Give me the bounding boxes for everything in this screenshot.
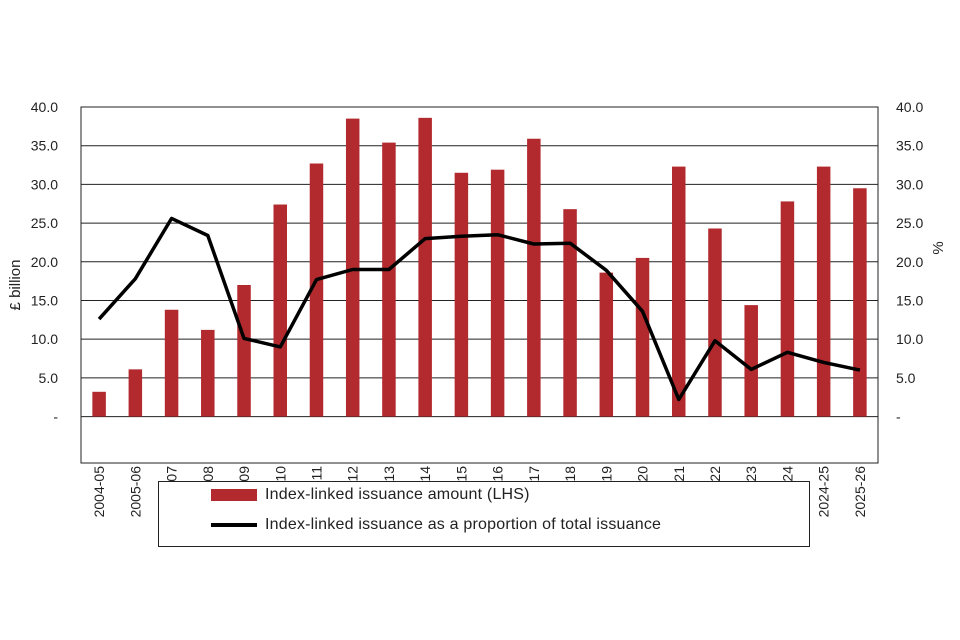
y-left-tick-label: 5.0 [39,370,59,386]
legend: Index-linked issuance amount (LHS) Index… [158,481,810,547]
bar [563,209,577,417]
bar [309,163,324,417]
y-left-tick-label: 25.0 [31,215,58,231]
bar [635,257,650,417]
series-line [97,216,861,402]
y-right-tick-label: - [896,409,901,425]
y-right-tick-label: 5.0 [896,370,916,386]
bar [382,142,396,417]
y-right-tick-label: 10.0 [896,331,923,347]
bar [816,166,831,417]
y-left-tick-label: 10.0 [31,331,58,347]
y-left-tick-label: - [53,409,58,425]
bar [454,172,469,417]
bar [527,138,541,417]
y-left-tick-label: 30.0 [31,176,58,192]
y-left-tick-label: 35.0 [31,138,58,154]
bar [853,188,867,417]
bar [672,166,686,417]
bar [273,204,287,417]
y-right-tick-label: 20.0 [896,254,923,270]
x-tick-label: 2005-06 [127,466,143,518]
bar [92,391,106,417]
x-tick-label: 2025-26 [852,466,868,518]
y-left-tick-label: 40.0 [31,99,58,115]
bar [418,117,432,417]
y-right-tick-label: 35.0 [896,138,923,154]
y-left-tick-label: 20.0 [31,254,58,270]
bar [744,305,758,417]
legend-swatch-bar [211,489,257,501]
bar [237,285,251,417]
bar [128,369,143,417]
y-right-tick-label: 30.0 [896,176,923,192]
bar [599,272,614,417]
y-left-axis-title: £ billion [7,260,24,311]
bar [490,169,505,417]
y-right-tick-label: 15.0 [896,292,923,308]
y-right-tick-label: 40.0 [896,99,923,115]
bar [164,309,179,417]
legend-label-line: Index-linked issuance as a proportion of… [265,516,662,533]
bar [780,201,795,417]
y-right-axis-title: % [930,241,947,254]
legend-item-line: Index-linked issuance as a proportion of… [211,516,661,534]
x-tick-label: 2024-25 [816,466,832,518]
bar [708,228,722,417]
plot-border [80,106,879,464]
x-tick-label: 2004-05 [91,466,107,518]
legend-item-bar: Index-linked issuance amount (LHS) [211,486,530,504]
legend-swatch-line [211,523,257,527]
y-right-tick-label: 25.0 [896,215,923,231]
y-left-tick-label: 15.0 [31,292,58,308]
legend-label-bar: Index-linked issuance amount (LHS) [265,486,530,503]
bar [345,118,360,417]
bar [201,329,215,417]
